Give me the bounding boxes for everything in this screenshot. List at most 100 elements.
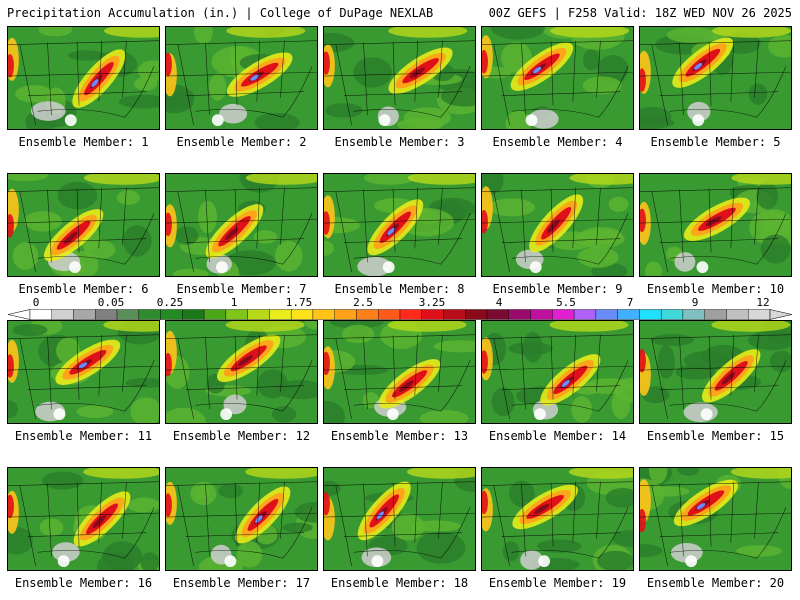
scale-color-segment: [160, 309, 183, 320]
scale-color-segment: [573, 309, 597, 320]
ensemble-member-map: [323, 320, 476, 424]
ensemble-member-map: [639, 467, 792, 571]
ensemble-member-caption: Ensemble Member: 10: [646, 282, 785, 296]
precipitation-map-graphic: [324, 321, 475, 423]
scale-color-segment: [247, 309, 270, 320]
precipitation-map-graphic: [166, 174, 317, 276]
ensemble-member-caption: Ensemble Member: 20: [646, 576, 785, 590]
precipitation-map-graphic: [482, 321, 633, 423]
ensemble-member-caption: Ensemble Member: 7: [176, 282, 307, 296]
ensemble-member-caption: Ensemble Member: 17: [172, 576, 311, 590]
scale-color-segment: [530, 309, 553, 320]
scale-tick-label: 5.5: [556, 296, 576, 309]
ensemble-member-caption: Ensemble Member: 12: [172, 429, 311, 443]
ensemble-member-caption: Ensemble Member: 6: [18, 282, 149, 296]
precipitation-map-graphic: [166, 27, 317, 129]
ensemble-member-caption: Ensemble Member: 2: [176, 135, 307, 149]
ensemble-member-map: [481, 26, 634, 130]
ensemble-member-caption: Ensemble Member: 14: [488, 429, 627, 443]
scale-color-segment: [116, 309, 140, 320]
ensemble-member-map: [323, 26, 476, 130]
ensemble-member-caption: Ensemble Member: 13: [330, 429, 469, 443]
ensemble-member-map: [323, 467, 476, 571]
precipitation-map-graphic: [324, 468, 475, 570]
scale-color-segment: [639, 309, 662, 320]
map-title: Precipitation Accumulation (in.) | Colle…: [7, 6, 434, 20]
scale-color-segment: [465, 309, 488, 320]
scale-color-segment: [748, 309, 771, 320]
ensemble-member-caption: Ensemble Member: 1: [18, 135, 149, 149]
scale-color-segment: [356, 309, 379, 320]
scale-tick-label: 0: [32, 296, 40, 309]
precipitation-map-graphic: [640, 27, 791, 129]
ensemble-member-map: [165, 173, 318, 277]
scale-left-arrow: [8, 309, 31, 320]
ensemble-member-caption: Ensemble Member: 4: [492, 135, 623, 149]
precipitation-map-graphic: [640, 174, 791, 276]
scale-color-segment: [399, 309, 422, 320]
ensemble-member-map: [7, 173, 160, 277]
scale-color-segment: [552, 309, 575, 320]
precipitation-map-graphic: [8, 27, 159, 129]
precipitation-map-graphic: [166, 468, 317, 570]
scale-tick-label: 0.25: [156, 296, 184, 309]
ensemble-member-caption: Ensemble Member: 11: [14, 429, 153, 443]
scale-color-segment: [312, 309, 335, 320]
precipitation-map-graphic: [8, 468, 159, 570]
scale-bar: [8, 309, 792, 320]
scale-color-segment: [595, 309, 618, 320]
scale-tick-label: 1.75: [285, 296, 313, 309]
ensemble-member-map: [481, 467, 634, 571]
scale-tick-label: 3.25: [418, 296, 446, 309]
precipitation-map-graphic: [166, 321, 317, 423]
precipitation-map-graphic: [8, 321, 159, 423]
scale-tick-label: 4: [495, 296, 503, 309]
ensemble-member-caption: Ensemble Member: 9: [492, 282, 623, 296]
scale-right-arrow: [769, 309, 792, 320]
scale-color-segment: [486, 309, 510, 320]
ensemble-member-caption: Ensemble Member: 15: [646, 429, 785, 443]
ensemble-member-map: [323, 173, 476, 277]
precipitation-map-graphic: [324, 27, 475, 129]
scale-color-segment: [443, 309, 466, 320]
ensemble-member-map: [165, 26, 318, 130]
scale-color-segment: [682, 309, 705, 320]
scale-tick-label: 2.5: [353, 296, 373, 309]
precipitation-map-graphic: [640, 468, 791, 570]
ensemble-member-caption: Ensemble Member: 3: [334, 135, 465, 149]
precipitation-map-graphic: [482, 174, 633, 276]
ensemble-member-map: [165, 320, 318, 424]
ensemble-member-map: [7, 320, 160, 424]
scale-color-segment: [182, 309, 205, 320]
model-valid-time: 00Z GEFS | F258 Valid: 18Z WED NOV 26 20…: [488, 6, 792, 20]
ensemble-member-caption: Ensemble Member: 5: [650, 135, 781, 149]
scale-color-segment: [73, 309, 96, 320]
scale-color-segment: [378, 309, 401, 320]
scale-color-segment: [138, 309, 161, 320]
precipitation-map-graphic: [640, 321, 791, 423]
ensemble-member-map: [639, 26, 792, 130]
scale-color-segment: [203, 309, 227, 320]
precipitation-color-scale: 0 0.05 0.25 1 1.75 2.5 3.25 4 5.5 7 9 12: [8, 296, 792, 322]
precipitation-map-graphic: [482, 468, 633, 570]
scale-color-segment: [95, 309, 118, 320]
scale-color-segment: [508, 309, 531, 320]
ensemble-member-map: [7, 26, 160, 130]
scale-tick-label: 0.05: [97, 296, 125, 309]
scale-tick-label: 12: [756, 296, 770, 309]
precipitation-map-graphic: [8, 174, 159, 276]
ensemble-member-map: [7, 467, 160, 571]
ensemble-member-caption: Ensemble Member: 16: [14, 576, 153, 590]
scale-color-segment: [660, 309, 684, 320]
scale-color-segment: [704, 309, 727, 320]
precipitation-map-graphic: [324, 174, 475, 276]
scale-color-segment: [421, 309, 444, 320]
scale-color-segment: [51, 309, 74, 320]
scale-tick-label: 9: [691, 296, 699, 309]
ensemble-member-map: [481, 320, 634, 424]
ensemble-member-caption: Ensemble Member: 8: [334, 282, 465, 296]
scale-tick-label: 7: [626, 296, 634, 309]
scale-labels: 0 0.05 0.25 1 1.75 2.5 3.25 4 5.5 7 9 12: [8, 296, 792, 309]
ensemble-member-map: [165, 467, 318, 571]
scale-color-segment: [334, 309, 357, 320]
